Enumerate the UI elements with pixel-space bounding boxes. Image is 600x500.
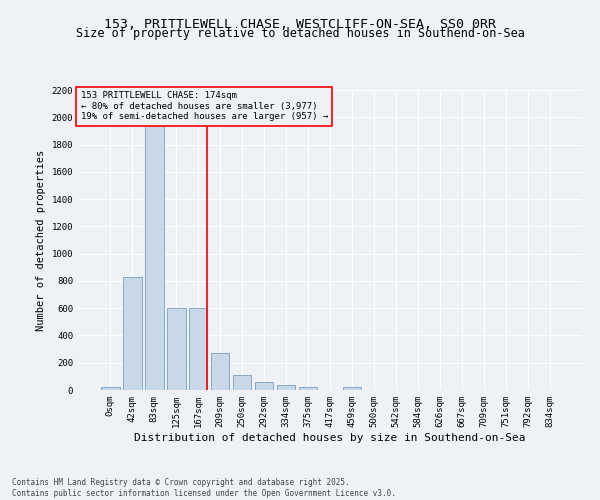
X-axis label: Distribution of detached houses by size in Southend-on-Sea: Distribution of detached houses by size … — [134, 432, 526, 442]
Bar — [101, 388, 119, 390]
Bar — [233, 375, 251, 390]
Bar — [299, 388, 317, 390]
Bar — [123, 277, 142, 390]
Bar — [189, 308, 208, 390]
Bar — [145, 104, 164, 390]
Y-axis label: Number of detached properties: Number of detached properties — [36, 150, 46, 330]
Bar — [211, 353, 229, 390]
Bar — [255, 382, 274, 390]
Bar — [167, 308, 185, 390]
Text: 153, PRITTLEWELL CHASE, WESTCLIFF-ON-SEA, SS0 0RR: 153, PRITTLEWELL CHASE, WESTCLIFF-ON-SEA… — [104, 18, 496, 30]
Bar — [343, 388, 361, 390]
Text: Contains HM Land Registry data © Crown copyright and database right 2025.
Contai: Contains HM Land Registry data © Crown c… — [12, 478, 396, 498]
Bar — [277, 384, 295, 390]
Text: 153 PRITTLEWELL CHASE: 174sqm
← 80% of detached houses are smaller (3,977)
19% o: 153 PRITTLEWELL CHASE: 174sqm ← 80% of d… — [80, 92, 328, 122]
Text: Size of property relative to detached houses in Southend-on-Sea: Size of property relative to detached ho… — [76, 28, 524, 40]
